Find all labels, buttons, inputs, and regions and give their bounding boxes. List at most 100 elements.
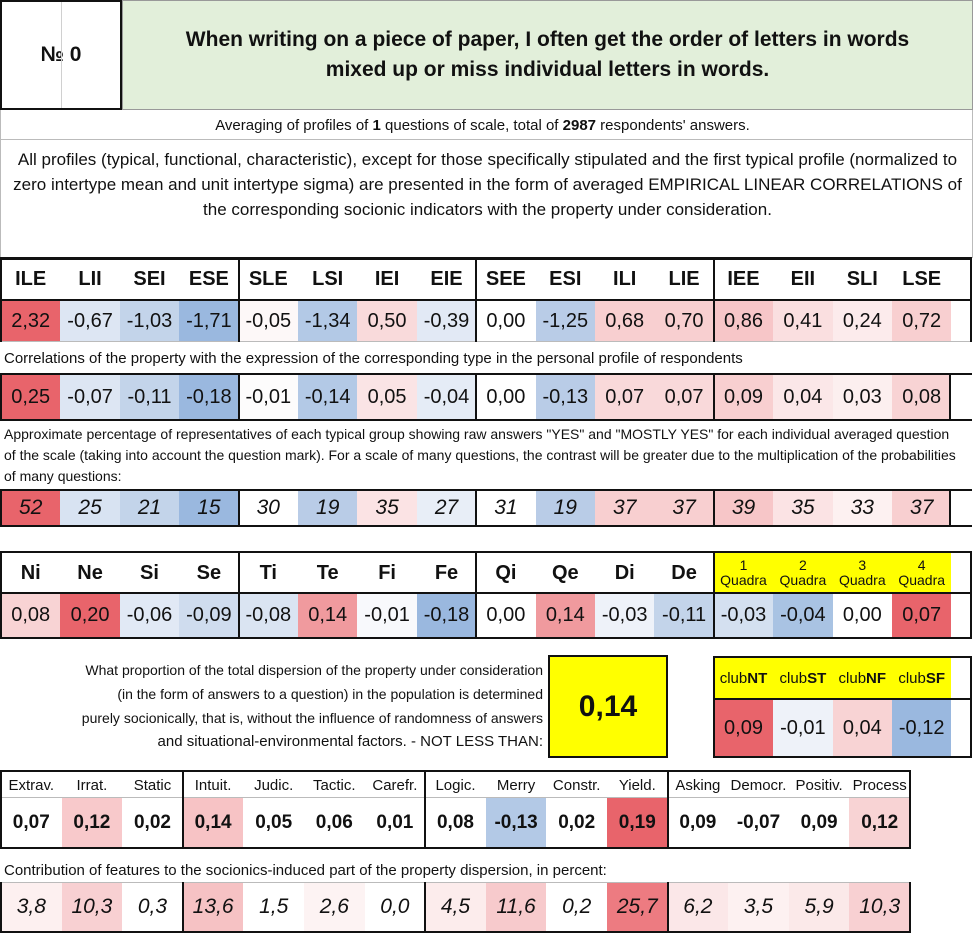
type-profile-value: 0,41 [773,300,833,342]
type-header-ESI: ESI [549,267,582,290]
club-header: club NF [832,657,892,699]
type-header-ILI: ILI [613,267,637,290]
feature-contribution: 11,6 [485,882,547,932]
feature-value: 0,02 [546,798,607,848]
feature-contribution: 4,5 [425,882,486,932]
quadra-header: 3 Quadra [832,553,892,593]
feature-contribution: 6,2 [667,882,729,932]
feature-value: 0,05 [243,798,304,848]
type-profile-value: -0,67 [60,300,120,342]
function-header-Di: Di [614,561,635,584]
feature-header: Process [852,776,907,794]
feature-value: -0,07 [728,798,789,848]
averaging-info: Averaging of profiles of 1 questions of … [215,116,750,134]
function-value: -0,11 [654,593,714,637]
function-header-Ne: Ne [77,561,103,584]
feature-value: 0,09 [788,798,850,848]
feature-header: Asking [675,776,721,794]
percent-note: Approximate percentage of representative… [4,426,956,484]
type-correlation-value: 0,08 [892,374,952,420]
feature-contribution: 13,6 [182,882,244,932]
type-correlation-value: 0,07 [654,374,714,420]
profiles-description: All profiles (typical, functional, chara… [13,149,962,219]
type-percent-value: 35 [357,490,417,526]
type-correlation-value: -0,11 [119,374,180,420]
type-percent-value: 35 [773,490,833,526]
feature-contribution: 5,9 [788,882,850,932]
type-correlation-value: -0,13 [535,374,595,420]
type-profile-value: -1,03 [119,300,180,342]
type-header-SEE: SEE [485,267,526,290]
feature-value: 0,12 [61,798,123,848]
feature-header: Extrav. [8,776,55,794]
type-percent-value: 37 [892,490,952,526]
type-profile-value: 0,24 [832,300,892,342]
question-title: When writing on a piece of paper, I ofte… [122,0,973,110]
type-profile-value: 2,32 [1,300,61,342]
feature-header: Intuit. [194,776,232,794]
type-percent-value: 21 [119,490,180,526]
feature-header: Carefr. [372,776,418,794]
type-header-IEI: IEI [374,267,400,290]
feature-header: Judic. [254,776,294,794]
type-header-SLI: SLI [846,267,878,290]
correlation-note: Correlations of the property with the ex… [4,349,743,367]
contribution-note: Contribution of features to the socionic… [4,861,607,879]
quadra-value: -0,03 [713,593,774,637]
feature-header: Yield. [618,776,656,794]
type-correlation-value: 0,05 [357,374,417,420]
type-percent-value: 27 [416,490,477,526]
type-header-SLE: SLE [248,267,288,290]
type-correlation-value: 0,07 [595,374,655,420]
feature-contribution: 25,7 [607,882,668,932]
feature-value: 0,01 [364,798,426,848]
type-profile-value: -1,34 [298,300,358,342]
function-header-Qe: Qe [551,561,579,584]
function-header-Fe: Fe [434,561,459,584]
function-value: 0,14 [535,593,595,637]
feature-header: Democr. [730,776,787,794]
function-value: 0,20 [60,593,120,637]
feature-header: Static [133,776,172,794]
type-percent-value: 31 [476,490,536,526]
type-percent-value: 19 [535,490,595,526]
function-value: -0,08 [238,593,298,637]
feature-contribution: 0,2 [546,882,607,932]
type-percent-value: 37 [595,490,655,526]
type-correlation-value: -0,07 [60,374,120,420]
function-value: -0,09 [179,593,239,637]
function-value: 0,08 [1,593,61,637]
function-value: -0,01 [357,593,417,637]
type-percent-value: 30 [238,490,298,526]
type-profile-value: 0,70 [654,300,714,342]
feature-value: 0,12 [849,798,910,848]
type-header-EII: EII [790,267,816,290]
type-correlation-value: 0,00 [476,374,536,420]
type-header-LSE: LSE [902,267,942,290]
function-header-Si: Si [140,561,159,584]
type-correlation-value: -0,04 [416,374,477,420]
type-profile-value: 0,86 [713,300,774,342]
quadra-header: 1 Quadra [713,553,774,593]
type-correlation-value: 0,04 [773,374,833,420]
type-profile-value: -0,39 [416,300,477,342]
type-percent-value: 37 [654,490,714,526]
feature-value: 0,07 [1,798,62,848]
type-header-IEE: IEE [727,267,760,290]
type-correlation-value: -0,01 [238,374,298,420]
type-correlation-value: -0,14 [298,374,358,420]
quadra-value: -0,04 [773,593,833,637]
type-percent-value: 33 [832,490,892,526]
quadra-header: 4 Quadra [892,553,952,593]
club-value: 0,04 [832,699,892,757]
feature-contribution: 0,0 [364,882,426,932]
function-header-Fi: Fi [378,561,396,584]
type-correlation-value: -0,18 [179,374,239,420]
feature-contribution: 3,8 [1,882,62,932]
type-percent-value: 25 [60,490,120,526]
type-profile-value: 0,00 [476,300,536,342]
type-header-LII: LII [78,267,102,290]
feature-contribution: 3,5 [728,882,789,932]
type-profile-value: -0,05 [238,300,298,342]
club-header: club SF [892,657,952,699]
